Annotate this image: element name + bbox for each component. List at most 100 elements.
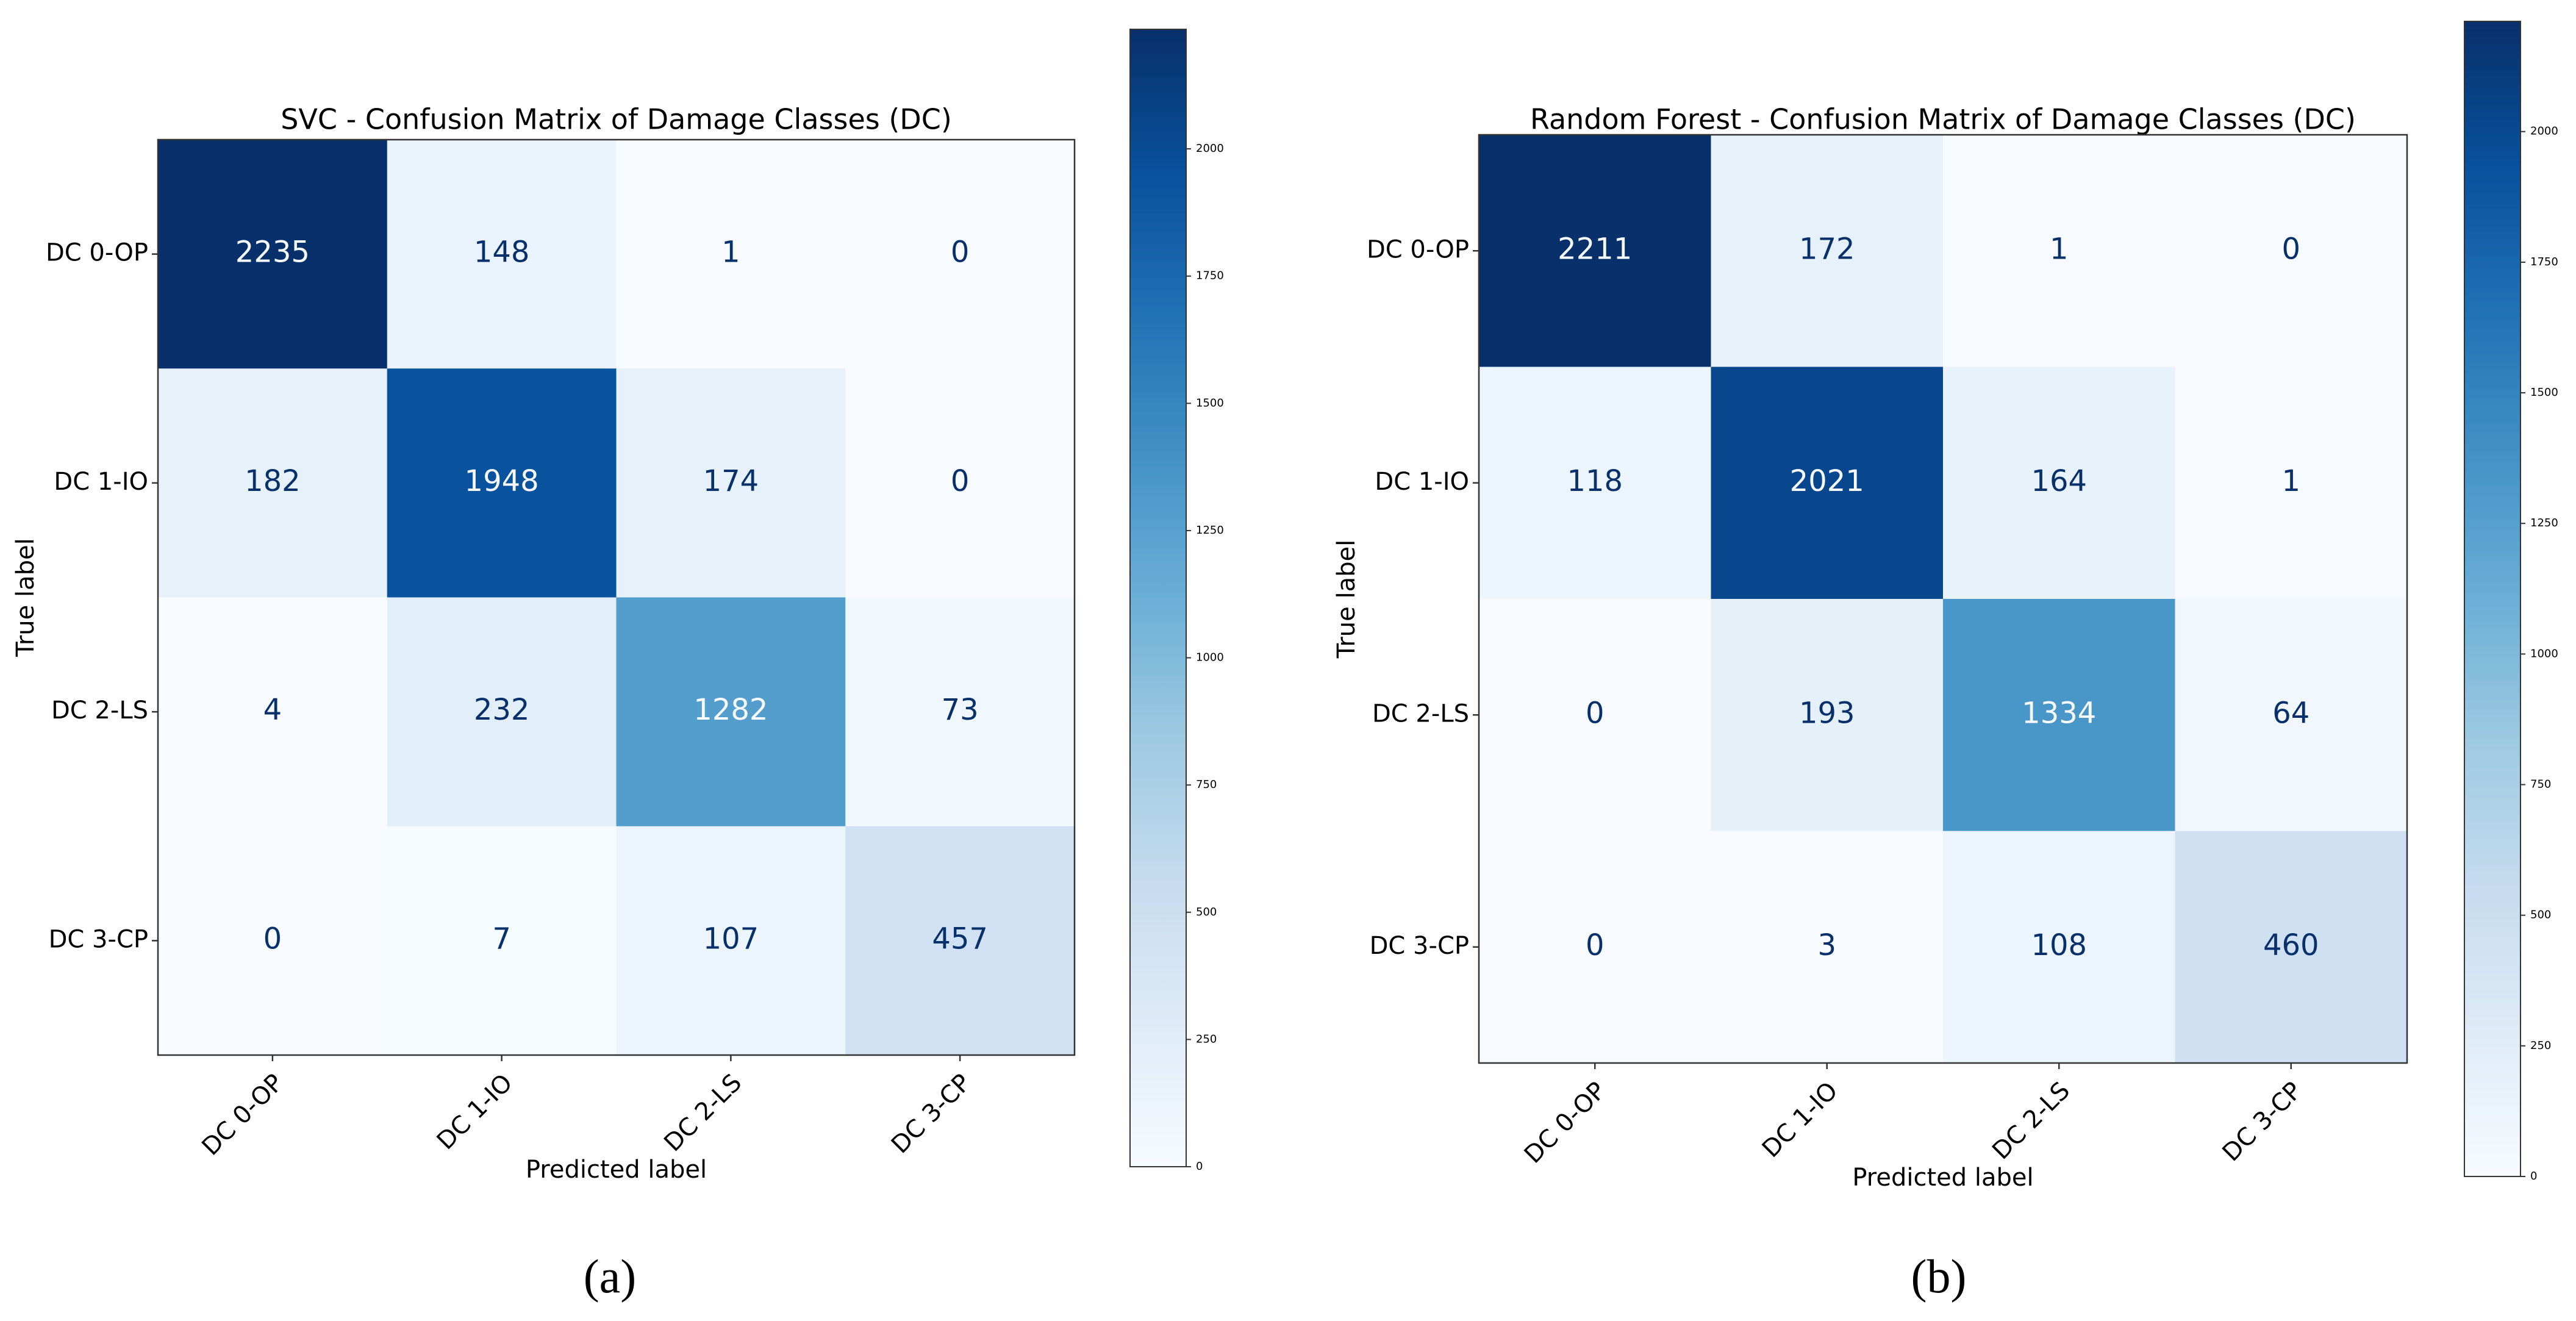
colorbar-tick-label: 250 bbox=[1196, 1033, 1217, 1045]
cell-label: 232 bbox=[474, 693, 530, 727]
cell-label: 0 bbox=[2281, 232, 2300, 266]
y-tick-label: DC 1-IO bbox=[1375, 468, 1469, 496]
y-axis-label: True label bbox=[12, 538, 40, 657]
cell-label: 1 bbox=[721, 235, 740, 270]
heatmap-cell bbox=[616, 140, 846, 369]
y-tick-label: DC 3-CP bbox=[1370, 932, 1469, 960]
colorbar-tick-label: 500 bbox=[2530, 909, 2551, 922]
y-tick-label: DC 0-OP bbox=[46, 239, 148, 267]
heatmap-cell bbox=[1479, 135, 1711, 367]
x-axis-label: Predicted label bbox=[526, 1156, 707, 1184]
cell-label: 0 bbox=[1586, 696, 1605, 730]
cell-label: 457 bbox=[932, 922, 988, 956]
cell-label: 64 bbox=[2272, 696, 2309, 730]
cell-label: 0 bbox=[951, 464, 970, 498]
cell-label: 1 bbox=[2281, 464, 2300, 498]
y-tick-label: DC 0-OP bbox=[1367, 235, 1469, 263]
heatmap-cell bbox=[158, 597, 388, 827]
heatmap-cell bbox=[2175, 599, 2408, 831]
x-tick-label: DC 2-LS bbox=[1987, 1076, 2075, 1165]
heatmap-cell bbox=[387, 368, 617, 598]
x-tick-label: DC 1-IO bbox=[432, 1069, 518, 1155]
heatmap-cell bbox=[158, 140, 388, 369]
colorbar-tick-label: 2000 bbox=[1196, 142, 1224, 155]
colorbar-tick-label: 0 bbox=[2530, 1170, 2537, 1183]
colorbar-tick-label: 1500 bbox=[1196, 396, 1224, 409]
colorbar bbox=[1129, 29, 1187, 1167]
heatmap-cell bbox=[1479, 831, 1711, 1064]
cell-label: 1334 bbox=[2022, 696, 2096, 730]
cell-label: 1 bbox=[2050, 232, 2069, 266]
heatmap-cell bbox=[1943, 599, 2175, 831]
colorbar-tick-label: 500 bbox=[1196, 906, 1217, 918]
heatmap-cell bbox=[158, 368, 388, 598]
heatmap-cell bbox=[845, 597, 1075, 827]
heatmap-cell bbox=[1943, 367, 2175, 600]
colorbar-tick-label: 750 bbox=[1196, 778, 1217, 791]
cell-label: 182 bbox=[245, 464, 301, 498]
heatmap-cell bbox=[158, 826, 388, 1056]
cell-label: 172 bbox=[1799, 232, 1855, 266]
colorbar-tick-label: 1250 bbox=[1196, 524, 1224, 537]
heatmap-cell bbox=[387, 826, 617, 1056]
colorbar-tick-label: 1750 bbox=[2530, 256, 2558, 268]
heatmap-cell bbox=[387, 140, 617, 369]
heatmap-cell bbox=[845, 368, 1075, 598]
colorbar-tick-label: 1750 bbox=[1196, 270, 1224, 282]
heatmap-cell bbox=[1943, 135, 2175, 367]
cell-label: 118 bbox=[1567, 464, 1623, 498]
colorbar-tick-label: 1000 bbox=[2530, 647, 2558, 660]
x-tick-label: DC 3-CP bbox=[886, 1069, 976, 1159]
y-tick-label: DC 3-CP bbox=[49, 925, 148, 953]
heatmap-cell bbox=[387, 597, 617, 827]
y-tick-label: DC 2-LS bbox=[1372, 700, 1469, 728]
heatmap-cell bbox=[1479, 367, 1711, 600]
colorbar bbox=[2464, 21, 2521, 1177]
x-axis-label: Predicted label bbox=[1852, 1164, 2033, 1192]
y-tick-label: DC 1-IO bbox=[54, 468, 148, 496]
colorbar-tick-label: 0 bbox=[1196, 1160, 1203, 1173]
cell-label: 108 bbox=[2031, 928, 2087, 962]
x-tick-label: DC 2-LS bbox=[659, 1069, 747, 1157]
heatmap-cell bbox=[616, 597, 846, 827]
colorbar-tick-label: 1000 bbox=[1196, 651, 1224, 664]
x-tick-label: DC 1-IO bbox=[1757, 1076, 1844, 1163]
cell-label: 2211 bbox=[1558, 232, 1632, 266]
cell-label: 107 bbox=[703, 922, 759, 956]
cell-label: 2235 bbox=[235, 235, 310, 270]
heatmap-cell bbox=[2175, 367, 2408, 600]
chart-title: SVC - Confusion Matrix of Damage Classes… bbox=[281, 103, 952, 136]
x-tick-label: DC 0-OP bbox=[196, 1069, 288, 1161]
plot-frame bbox=[1478, 134, 2408, 1064]
cell-label: 2021 bbox=[1790, 464, 1864, 498]
y-tick-label: DC 2-LS bbox=[51, 696, 148, 725]
heatmap-cell bbox=[1711, 599, 1944, 831]
cell-label: 0 bbox=[951, 235, 970, 270]
colorbar-tick-label: 2000 bbox=[2530, 125, 2558, 138]
heatmap-cell bbox=[845, 140, 1075, 369]
cell-label: 7 bbox=[492, 922, 511, 956]
heatmap-cell bbox=[1479, 599, 1711, 831]
cell-label: 164 bbox=[2031, 464, 2087, 498]
cell-label: 1282 bbox=[693, 693, 768, 727]
cell-label: 1948 bbox=[465, 464, 539, 498]
chart-title: Random Forest - Confusion Matrix of Dama… bbox=[1530, 103, 2356, 136]
heatmap-cell bbox=[2175, 831, 2408, 1064]
x-tick-label: DC 0-OP bbox=[1519, 1076, 1611, 1169]
heatmap-cell bbox=[1711, 831, 1944, 1064]
plot-frame bbox=[157, 138, 1076, 1056]
x-tick-label: DC 3-CP bbox=[2217, 1076, 2308, 1167]
colorbar-tick-label: 750 bbox=[2530, 778, 2551, 791]
colorbar-tick-label: 250 bbox=[2530, 1039, 2551, 1052]
y-axis-label: True label bbox=[1333, 540, 1361, 659]
cell-label: 148 bbox=[474, 235, 530, 270]
cell-label: 0 bbox=[1586, 928, 1605, 962]
cell-label: 174 bbox=[703, 464, 759, 498]
cell-label: 0 bbox=[263, 922, 282, 956]
heatmap-cell bbox=[1711, 367, 1944, 600]
heatmap-cell bbox=[2175, 135, 2408, 367]
heatmap-cell bbox=[1711, 135, 1944, 367]
heatmap-cell bbox=[616, 826, 846, 1056]
